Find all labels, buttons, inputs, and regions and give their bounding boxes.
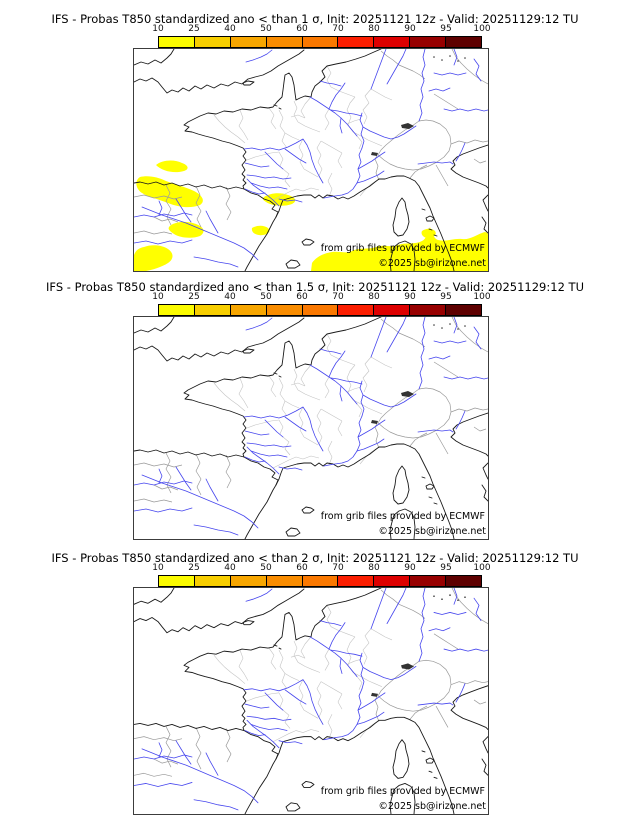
colorbar-segment: [266, 576, 303, 586]
colorbar-segment: [159, 576, 195, 586]
colorbar-segment: [302, 37, 339, 47]
colorbar-tick-label: 100: [473, 563, 491, 573]
panel-sigma-1-5: IFS - Probas T850 standardized ano < tha…: [0, 268, 630, 540]
colorbar-tick-label: 80: [368, 563, 380, 573]
colorbar-segment: [338, 37, 375, 47]
colorbar-tick-label: 10: [152, 24, 164, 34]
colorbar-segment: [302, 576, 339, 586]
colorbar-segment: [230, 576, 267, 586]
colorbar-tick-label: 50: [260, 563, 272, 573]
colorbar-tick-label: 95: [440, 563, 452, 573]
colorbar-segment: [410, 305, 447, 315]
colorbar-segments: [158, 304, 482, 316]
probability-shading-overlay: [134, 160, 488, 271]
probability-colorbar: 10 25 40 50 60 70 80 90 95 100: [152, 563, 491, 587]
colorbar-segment: [446, 576, 482, 586]
colorbar-tick-labels: 10 25 40 50 60 70 80 90 95 100: [152, 24, 490, 35]
france-probability-map: from grib files provided by ECMWF ©2025 …: [133, 587, 489, 815]
colorbar-tick-labels: 10 25 40 50 60 70 80 90 95 100: [152, 563, 490, 574]
colorbar-segment: [446, 305, 482, 315]
colorbar-segments: [158, 36, 482, 48]
colorbar-segment: [410, 37, 447, 47]
colorbar-segment: [410, 576, 447, 586]
colorbar-segment: [302, 305, 339, 315]
colorbar-tick-label: 70: [332, 24, 344, 34]
panel-title: IFS - Probas T850 standardized ano < tha…: [51, 551, 579, 565]
map-canvas: [134, 317, 488, 539]
colorbar-tick-label: 50: [260, 24, 272, 34]
colorbar-segment: [194, 576, 231, 586]
colorbar-segment: [338, 576, 375, 586]
colorbar-segment: [374, 305, 411, 315]
colorbar-tick-label: 100: [473, 292, 491, 302]
panel-title: IFS - Probas T850 standardized ano < tha…: [51, 12, 579, 26]
colorbar-tick-label: 70: [332, 563, 344, 573]
colorbar-tick-label: 10: [152, 292, 164, 302]
colorbar-tick-label: 60: [296, 292, 308, 302]
panel-sigma-1: IFS - Probas T850 standardized ano < tha…: [0, 0, 630, 272]
colorbar-tick-label: 25: [188, 563, 200, 573]
colorbar-tick-label: 90: [404, 24, 416, 34]
colorbar-tick-label: 25: [188, 292, 200, 302]
france-probability-map: from grib files provided by ECMWF ©2025 …: [133, 316, 489, 540]
copyright-credit: ©2025 sb@irizone.net: [378, 801, 486, 812]
colorbar-segment: [374, 576, 411, 586]
france-probability-map: from grib files provided by ECMWF ©2025 …: [133, 48, 489, 272]
data-source-credit: from grib files provided by ECMWF: [320, 786, 485, 797]
probability-colorbar: 10 25 40 50 60 70 80 90 95 100: [152, 24, 491, 48]
colorbar-tick-label: 90: [404, 292, 416, 302]
copyright-credit: ©2025 sb@irizone.net: [378, 258, 486, 269]
data-source-credit: from grib files provided by ECMWF: [320, 243, 485, 254]
map-canvas: [134, 49, 488, 271]
colorbar-segment: [194, 37, 231, 47]
colorbar-tick-label: 40: [224, 24, 236, 34]
colorbar-segment: [266, 37, 303, 47]
colorbar-segment: [266, 305, 303, 315]
map-canvas: [134, 588, 488, 814]
colorbar-tick-labels: 10 25 40 50 60 70 80 90 95 100: [152, 292, 490, 303]
colorbar-tick-label: 25: [188, 24, 200, 34]
colorbar-segment: [159, 37, 195, 47]
colorbar-tick-label: 50: [260, 292, 272, 302]
colorbar-tick-label: 70: [332, 292, 344, 302]
panel-sigma-2: IFS - Probas T850 standardized ano < tha…: [0, 539, 630, 815]
colorbar-tick-label: 90: [404, 563, 416, 573]
colorbar-tick-label: 100: [473, 24, 491, 34]
colorbar-tick-label: 60: [296, 24, 308, 34]
colorbar-tick-label: 60: [296, 563, 308, 573]
probability-colorbar: 10 25 40 50 60 70 80 90 95 100: [152, 292, 491, 316]
colorbar-segment: [159, 305, 195, 315]
copyright-credit: ©2025 sb@irizone.net: [378, 526, 486, 537]
colorbar-segment: [194, 305, 231, 315]
colorbar-segment: [230, 37, 267, 47]
colorbar-tick-label: 80: [368, 24, 380, 34]
colorbar-segments: [158, 575, 482, 587]
colorbar-tick-label: 40: [224, 563, 236, 573]
colorbar-tick-label: 80: [368, 292, 380, 302]
colorbar-tick-label: 95: [440, 24, 452, 34]
colorbar-tick-label: 95: [440, 292, 452, 302]
colorbar-segment: [374, 37, 411, 47]
colorbar-segment: [446, 37, 482, 47]
colorbar-segment: [230, 305, 267, 315]
colorbar-segment: [338, 305, 375, 315]
panel-title: IFS - Probas T850 standardized ano < tha…: [46, 280, 584, 294]
colorbar-tick-label: 40: [224, 292, 236, 302]
colorbar-tick-label: 10: [152, 563, 164, 573]
data-source-credit: from grib files provided by ECMWF: [320, 511, 485, 522]
